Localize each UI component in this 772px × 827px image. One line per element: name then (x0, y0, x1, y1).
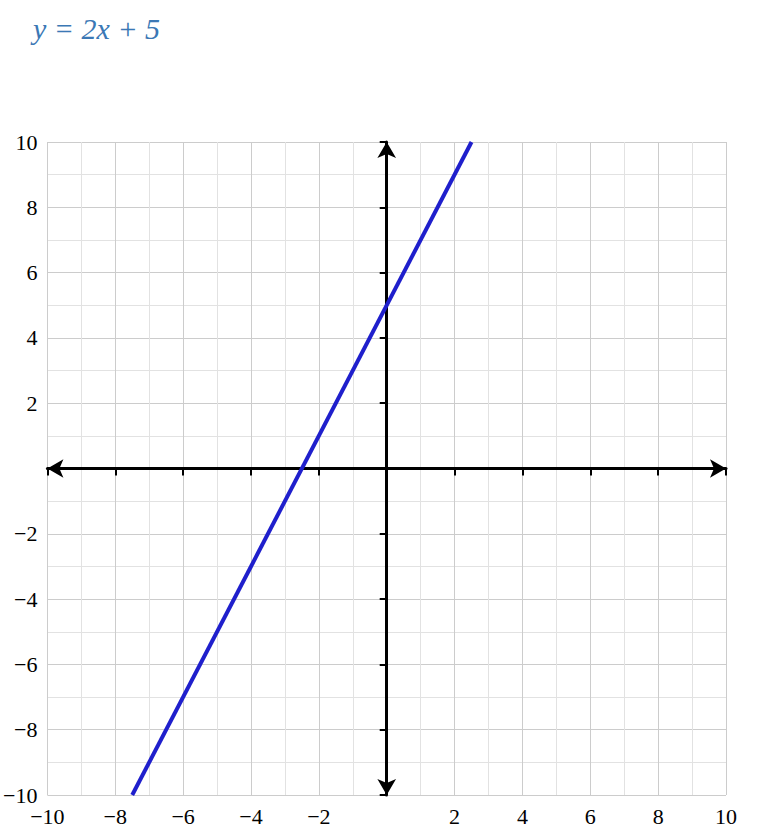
svg-text:2: 2 (26, 391, 37, 416)
svg-text:−10: −10 (30, 804, 64, 827)
svg-text:4: 4 (26, 325, 37, 350)
svg-text:−4: −4 (239, 804, 262, 827)
svg-text:−8: −8 (14, 717, 37, 742)
svg-text:−8: −8 (104, 804, 127, 827)
svg-text:10: 10 (15, 130, 37, 155)
svg-text:10: 10 (715, 804, 737, 827)
svg-text:2: 2 (449, 804, 460, 827)
svg-text:y = 2x + 5: y = 2x + 5 (30, 12, 160, 45)
svg-text:8: 8 (653, 804, 664, 827)
svg-text:−6: −6 (14, 652, 37, 677)
svg-text:−6: −6 (171, 804, 194, 827)
svg-text:4: 4 (517, 804, 528, 827)
svg-text:−4: −4 (14, 587, 37, 612)
svg-text:6: 6 (26, 260, 37, 285)
svg-text:6: 6 (585, 804, 596, 827)
svg-text:8: 8 (26, 195, 37, 220)
svg-text:−2: −2 (307, 804, 330, 827)
svg-text:−2: −2 (14, 521, 37, 546)
